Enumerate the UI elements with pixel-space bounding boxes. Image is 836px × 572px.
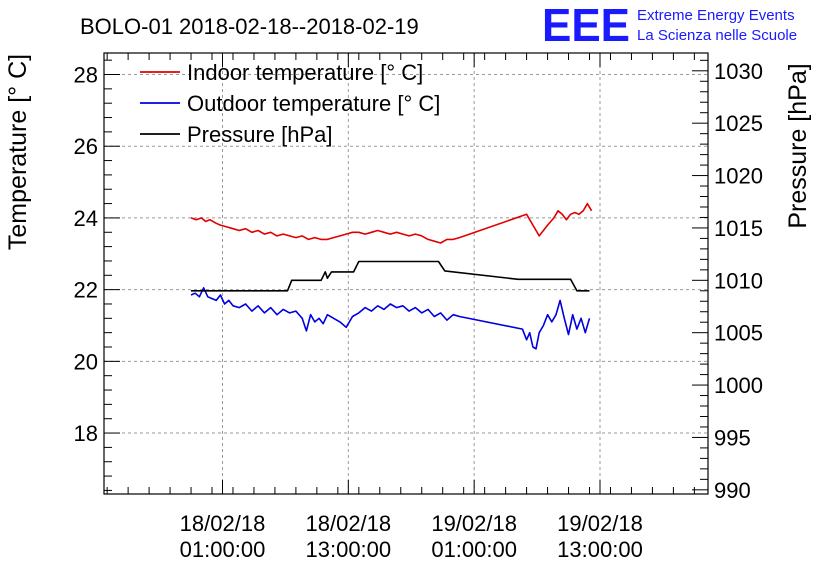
- y-tick-label-right-6: 1020: [714, 164, 763, 189]
- series-layer: [190, 202, 593, 350]
- plot-border: [103, 52, 709, 495]
- y-tick-label-left-0: 18: [74, 421, 98, 446]
- y-axis-label-left: Temperature [° C]: [4, 54, 32, 250]
- logo-line-1: Extreme Energy Events: [637, 7, 795, 24]
- y-tick-label-left-1: 20: [74, 349, 98, 374]
- plot-frame: [103, 52, 709, 495]
- y-tick-label-right-3: 1005: [714, 321, 763, 346]
- legend-label-1: Outdoor temperature [° C]: [187, 91, 440, 116]
- y-tick-label-right-1: 995: [714, 425, 751, 450]
- series-line-0: [190, 202, 593, 244]
- y-axis-label-right: Pressure [hPa]: [784, 63, 812, 228]
- y-tick-label-left-2: 22: [74, 278, 98, 303]
- tick-layer: 18/02/1801:00:0018/02/1813:00:0019/02/18…: [74, 53, 763, 562]
- legend-label-0: Indoor temperature [° C]: [187, 60, 423, 85]
- eee-logo: EEE Extreme Energy Events La Scienza nel…: [542, 0, 797, 51]
- x-tick-label-time-2: 01:00:00: [431, 537, 517, 562]
- y-tick-label-right-5: 1015: [714, 216, 763, 241]
- grid: [104, 53, 708, 494]
- y-tick-label-right-2: 1000: [714, 373, 763, 398]
- y-tick-label-left-3: 24: [74, 206, 98, 231]
- y-tick-label-left-4: 26: [74, 134, 98, 159]
- logo-mark: EEE: [542, 0, 630, 51]
- logo-line-2: La Scienza nelle Scuole: [637, 27, 797, 44]
- y-tick-label-right-0: 990: [714, 478, 751, 503]
- x-tick-label-date-3: 19/02/18: [557, 511, 643, 536]
- x-tick-label-date-2: 19/02/18: [431, 511, 517, 536]
- series-line-2: [191, 260, 590, 292]
- legend-label-2: Pressure [hPa]: [187, 122, 333, 147]
- x-tick-label-date-1: 18/02/18: [306, 511, 392, 536]
- x-tick-label-date-0: 18/02/18: [180, 511, 266, 536]
- x-tick-label-time-3: 13:00:00: [557, 537, 643, 562]
- y-tick-label-right-7: 1025: [714, 111, 763, 136]
- y-tick-label-right-8: 1030: [714, 59, 763, 84]
- y-tick-label-left-5: 28: [74, 63, 98, 88]
- series-line-1: [190, 286, 591, 350]
- y-tick-label-right-4: 1010: [714, 268, 763, 293]
- chart-title: BOLO-01 2018-02-18--2018-02-19: [80, 14, 419, 39]
- x-tick-label-time-1: 13:00:00: [306, 537, 392, 562]
- x-tick-label-time-0: 01:00:00: [180, 537, 266, 562]
- legend: Indoor temperature [° C] Outdoor temperat…: [140, 60, 440, 147]
